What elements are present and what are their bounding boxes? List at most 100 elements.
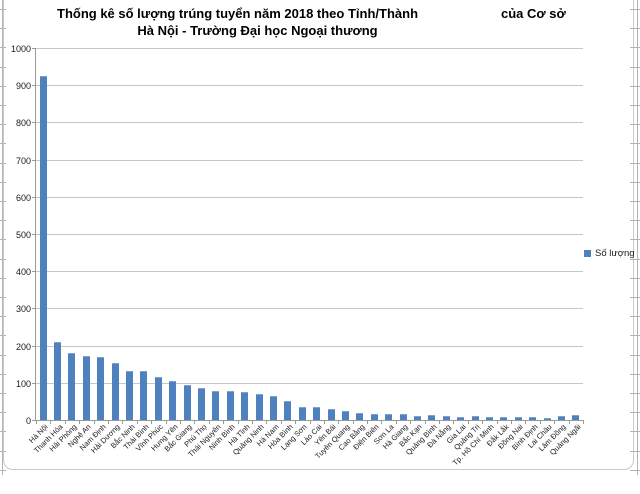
y-axis-tick-label: 200 [15, 341, 31, 352]
sheet-row-line [0, 124, 6, 126]
sheet-row-line [0, 297, 6, 298]
bar[interactable] [111, 363, 119, 420]
chart-title-line1-suffix: của Cơ sở [501, 6, 566, 21]
sheet-row-line [630, 9, 640, 10]
bar[interactable] [370, 414, 378, 420]
bar[interactable] [327, 409, 335, 420]
sheet-row-line [0, 9, 6, 10]
bar[interactable] [399, 414, 407, 420]
bar[interactable] [68, 352, 76, 420]
bar[interactable] [385, 414, 393, 420]
sheet-row-line [0, 412, 6, 414]
x-axis-tick [50, 420, 52, 424]
sheet-row-line [0, 393, 6, 394]
sheet-row-line [630, 469, 640, 471]
sheet-row-line [0, 143, 6, 145]
legend[interactable]: Số lượng [584, 248, 635, 259]
bar[interactable] [226, 391, 234, 420]
y-axis-tick [32, 420, 36, 421]
x-axis-tick [338, 420, 340, 424]
bar[interactable] [356, 413, 364, 420]
y-axis-tick-label: 700 [15, 155, 31, 166]
bar[interactable] [169, 380, 177, 420]
x-axis-tick [381, 420, 383, 424]
sheet-row-line [0, 181, 6, 183]
bar[interactable] [241, 391, 249, 420]
y-axis-tick-label: 800 [15, 118, 31, 129]
bar[interactable] [572, 415, 580, 420]
gridline [36, 382, 583, 384]
x-axis-tick [511, 420, 513, 424]
sheet-row-line [630, 143, 640, 145]
x-axis-tick [467, 420, 469, 424]
x-axis-tick [539, 420, 541, 424]
bar[interactable] [183, 385, 191, 420]
bar[interactable] [457, 416, 465, 420]
sheet-row-line [630, 450, 640, 452]
sheet-row-line [0, 335, 6, 337]
plot-area [32, 48, 584, 424]
y-axis-tick [32, 159, 36, 161]
bar[interactable] [298, 406, 306, 420]
x-axis-tick [352, 420, 354, 424]
bar[interactable] [82, 356, 90, 420]
sheet-row-line [0, 354, 6, 356]
x-axis-tick [424, 420, 426, 424]
bar[interactable] [126, 370, 134, 420]
sheet-row-line [630, 105, 640, 106]
x-axis-tick [280, 420, 282, 424]
bar[interactable] [485, 416, 493, 420]
bar[interactable] [529, 417, 537, 420]
y-axis-tick-label: 600 [15, 192, 31, 203]
sheet-row-line [0, 450, 6, 452]
bar[interactable] [514, 417, 522, 420]
y-axis-tick [32, 234, 36, 235]
bar[interactable] [140, 370, 148, 420]
bar[interactable] [212, 390, 220, 420]
bar[interactable] [428, 415, 436, 420]
bar[interactable] [341, 410, 349, 420]
x-axis-tick [194, 420, 196, 424]
sheet-row-line [0, 66, 6, 68]
sheet-row-line [630, 124, 640, 126]
bar[interactable] [284, 400, 292, 420]
sheet-row-line [0, 277, 6, 279]
bar[interactable] [97, 357, 105, 420]
bar[interactable] [471, 416, 479, 420]
sheet-row-line [630, 373, 640, 375]
gridline [36, 159, 583, 161]
bar[interactable] [313, 406, 321, 420]
legend-series-marker-icon [584, 250, 591, 257]
bar[interactable] [39, 75, 47, 420]
bar[interactable] [442, 415, 450, 420]
sheet-row-line [0, 162, 6, 164]
sheet-row-line [0, 201, 6, 202]
bar[interactable] [500, 416, 508, 420]
x-axis-tick [583, 420, 584, 424]
bar[interactable] [413, 415, 421, 420]
y-axis-tick [32, 382, 36, 384]
y-axis-tick [32, 122, 36, 124]
bar[interactable] [270, 396, 277, 420]
bar[interactable] [154, 377, 162, 420]
bar[interactable] [54, 341, 62, 420]
bar[interactable] [557, 416, 565, 420]
x-axis-tick [64, 420, 66, 424]
sheet-row-line [630, 220, 640, 222]
sheet-row-line [630, 181, 640, 183]
x-axis-tick [251, 420, 253, 424]
sheet-row-line [0, 85, 6, 87]
sheet-row-line [630, 239, 640, 241]
sheet-row-line [630, 28, 640, 30]
sheet-row-line [630, 354, 640, 356]
sheet-row-line [630, 393, 640, 394]
bar[interactable] [198, 388, 206, 420]
bar[interactable] [255, 393, 263, 420]
y-axis-tick-label: 900 [15, 81, 31, 92]
x-axis-tick [266, 420, 268, 424]
x-axis-tick [136, 420, 138, 424]
bar[interactable] [543, 417, 551, 420]
x-axis-tick [107, 420, 109, 424]
chart-title: Thống kê số lượng trúng tuyển năm 2018 t… [0, 6, 640, 46]
x-axis-tick [151, 420, 153, 424]
